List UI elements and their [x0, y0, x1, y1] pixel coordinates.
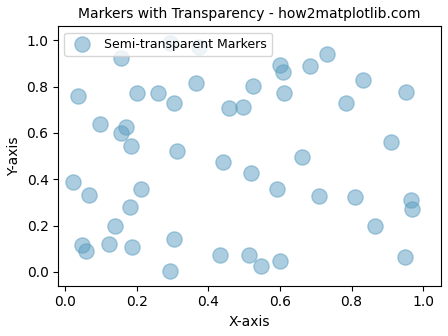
Semi-transparent Markers [409, 206, 416, 212]
Semi-transparent Markers [299, 155, 306, 160]
Semi-transparent Markers [128, 244, 135, 250]
Semi-transparent Markers [97, 122, 104, 127]
Semi-transparent Markers [173, 148, 181, 154]
Semi-transparent Markers [138, 186, 145, 192]
Semi-transparent Markers [196, 45, 203, 50]
Y-axis label: Y-axis: Y-axis [7, 136, 21, 176]
Semi-transparent Markers [360, 77, 367, 83]
Semi-transparent Markers [279, 69, 286, 75]
Semi-transparent Markers [216, 252, 224, 257]
Semi-transparent Markers [407, 197, 414, 203]
Legend: Semi-transparent Markers: Semi-transparent Markers [65, 33, 272, 55]
Semi-transparent Markers [277, 259, 284, 264]
Semi-transparent Markers [166, 41, 173, 46]
Semi-transparent Markers [372, 224, 379, 229]
Semi-transparent Markers [127, 204, 134, 209]
Semi-transparent Markers [85, 193, 92, 198]
Semi-transparent Markers [324, 51, 331, 57]
Semi-transparent Markers [306, 64, 314, 69]
Semi-transparent Markers [118, 55, 125, 61]
Semi-transparent Markers [402, 90, 409, 95]
Semi-transparent Markers [246, 252, 253, 257]
Semi-transparent Markers [133, 90, 140, 96]
Semi-transparent Markers [127, 143, 134, 149]
Semi-transparent Markers [401, 254, 409, 260]
Semi-transparent Markers [105, 242, 112, 247]
Semi-transparent Markers [118, 131, 125, 136]
Semi-transparent Markers [219, 160, 226, 165]
Semi-transparent Markers [166, 268, 173, 273]
Title: Markers with Transparency - how2matplotlib.com: Markers with Transparency - how2matplotl… [78, 7, 421, 21]
Semi-transparent Markers [112, 223, 119, 228]
Semi-transparent Markers [250, 83, 257, 89]
Semi-transparent Markers [74, 93, 81, 98]
Semi-transparent Markers [239, 104, 246, 109]
Semi-transparent Markers [315, 194, 322, 199]
Semi-transparent Markers [258, 263, 265, 269]
Semi-transparent Markers [78, 242, 86, 248]
Semi-transparent Markers [82, 249, 90, 254]
Semi-transparent Markers [123, 125, 130, 130]
Semi-transparent Markers [281, 90, 288, 96]
Semi-transparent Markers [193, 80, 200, 86]
Semi-transparent Markers [351, 194, 358, 199]
Semi-transparent Markers [69, 179, 76, 184]
Semi-transparent Markers [343, 100, 350, 106]
Semi-transparent Markers [155, 91, 162, 96]
Semi-transparent Markers [171, 100, 178, 106]
X-axis label: X-axis: X-axis [229, 315, 271, 329]
Semi-transparent Markers [274, 186, 281, 192]
Semi-transparent Markers [171, 237, 178, 242]
Semi-transparent Markers [248, 170, 255, 175]
Semi-transparent Markers [276, 62, 283, 67]
Semi-transparent Markers [225, 106, 232, 111]
Semi-transparent Markers [387, 139, 394, 144]
